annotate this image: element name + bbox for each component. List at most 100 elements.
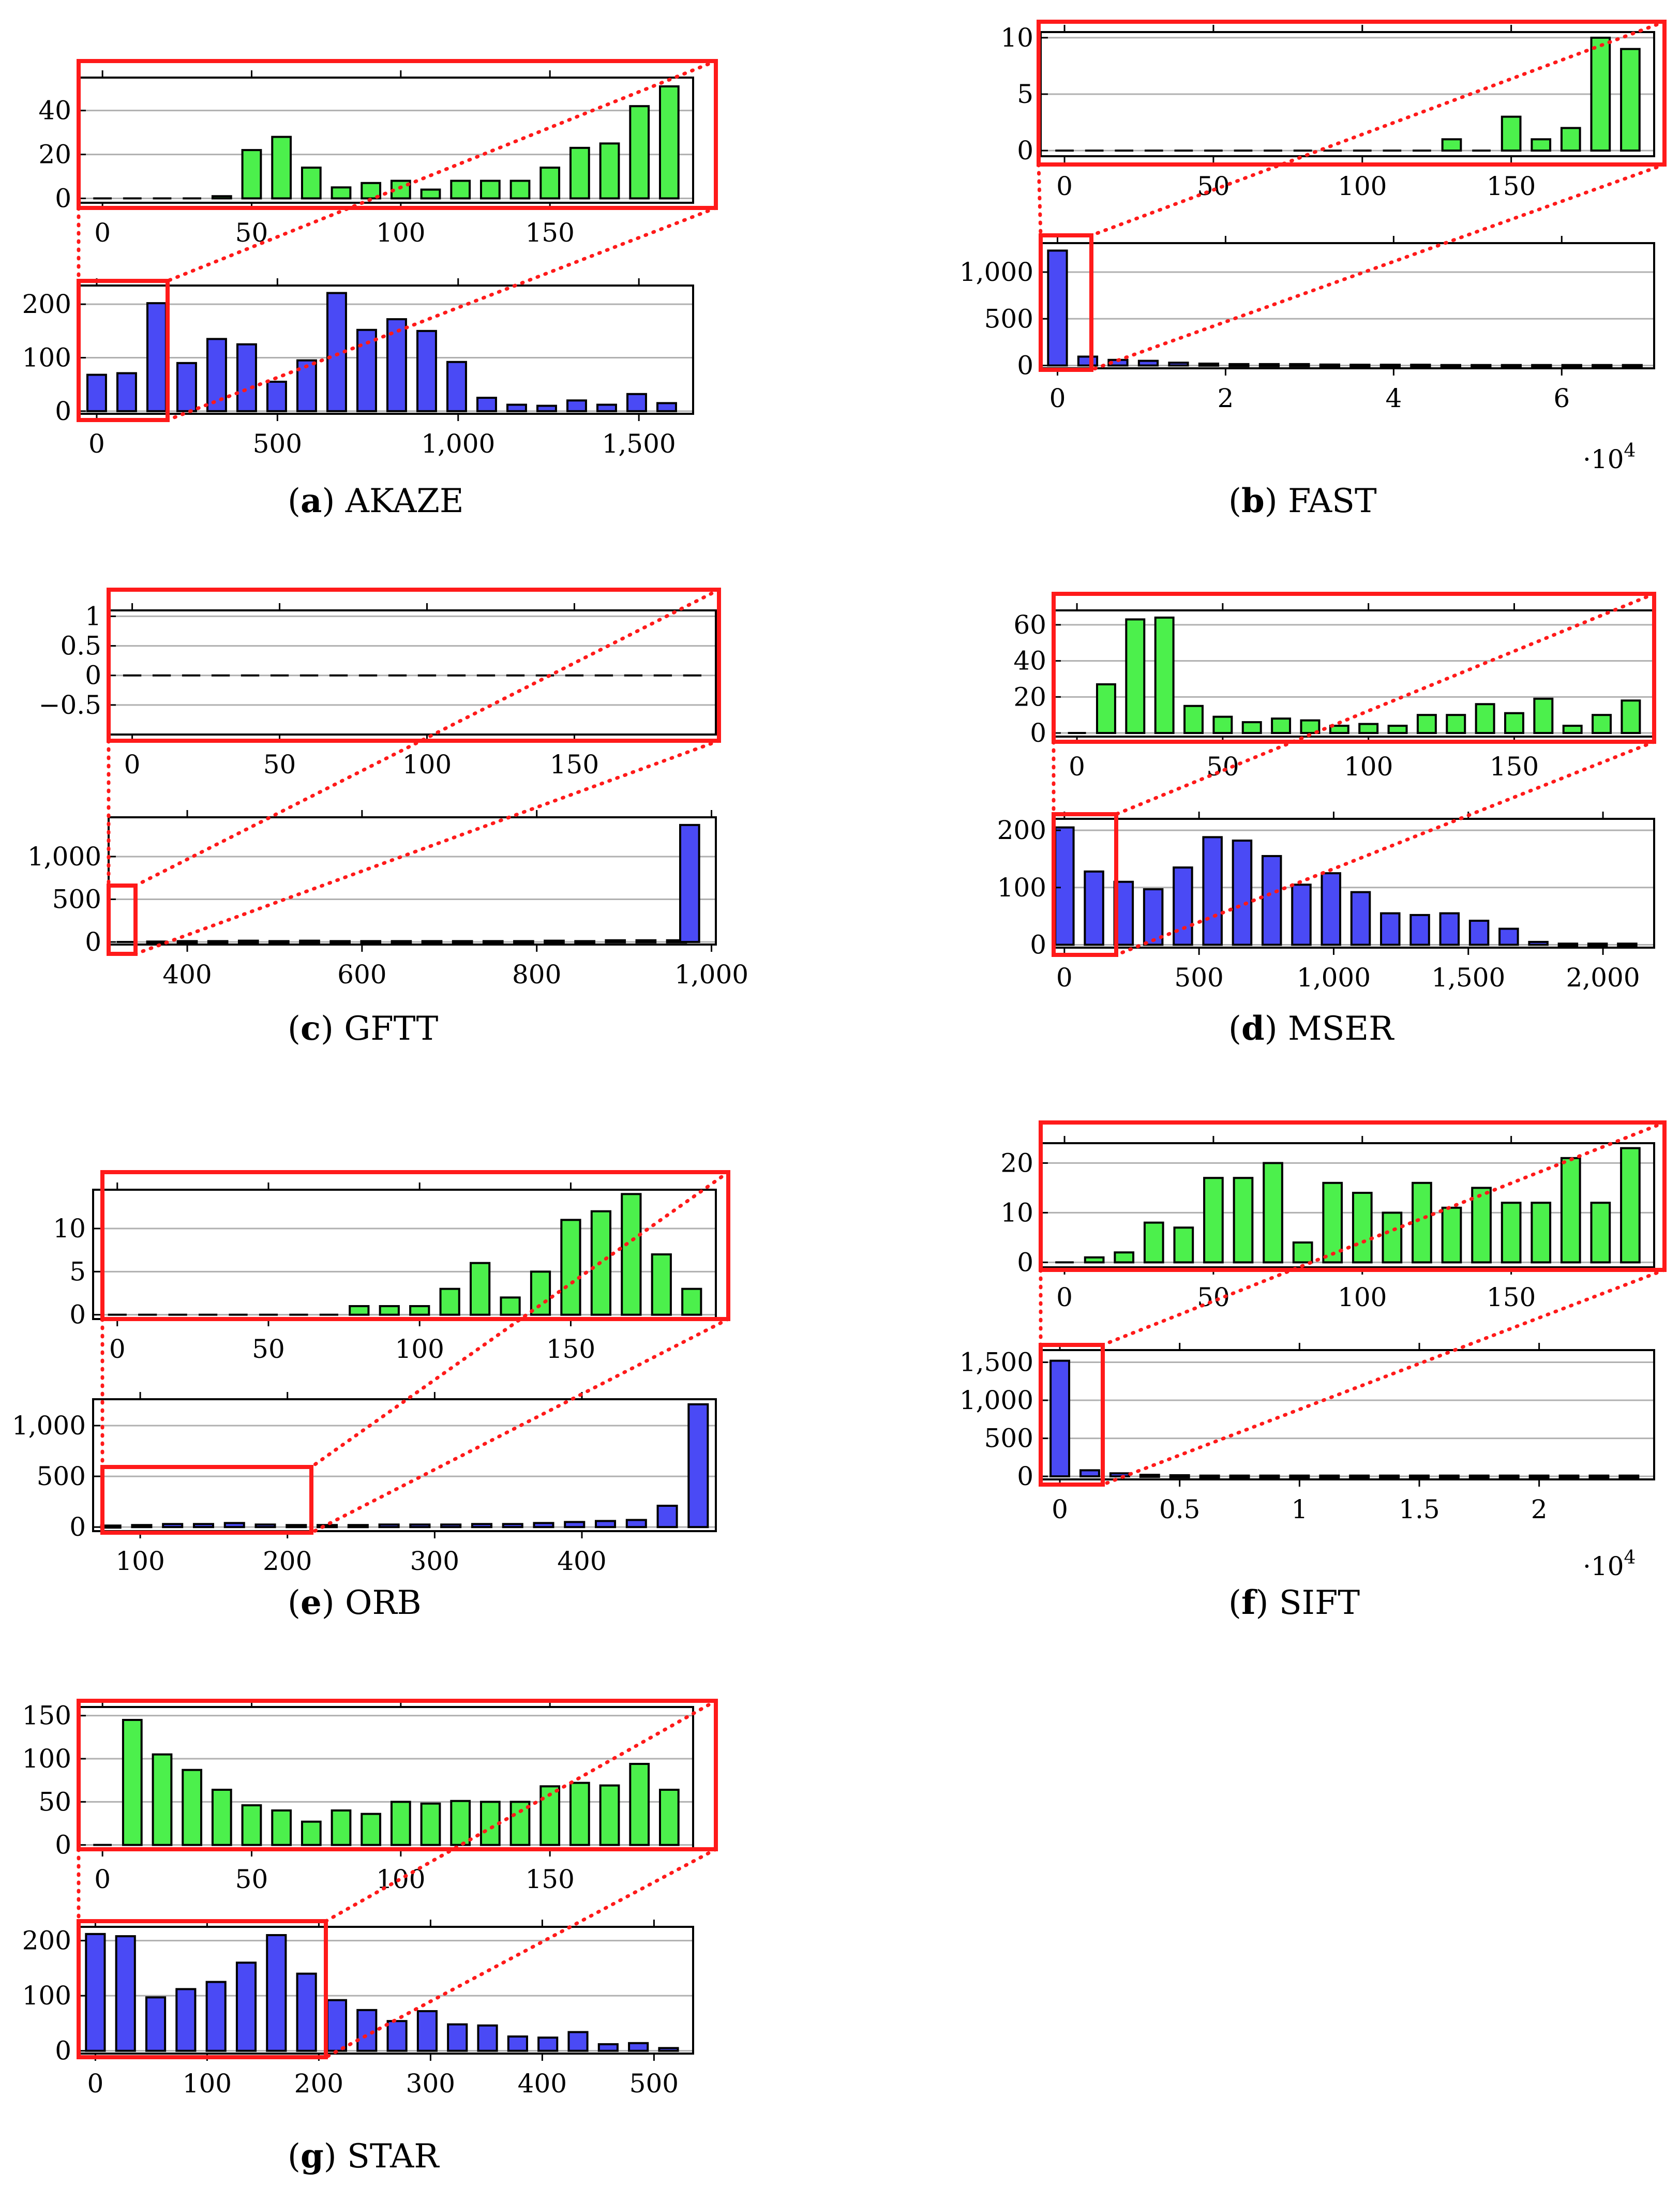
panel-d-full-xtick-label: 0 <box>1056 963 1073 993</box>
panel-f-full-bar <box>1468 1474 1490 1479</box>
panel-d-full-bar <box>1143 888 1164 946</box>
panel-b-full-bar <box>1561 364 1582 368</box>
panel-f-zoom-bar <box>1501 1202 1522 1264</box>
panel-f-zoom-bar <box>1441 1206 1462 1264</box>
panel-g-full-bar <box>628 2042 649 2052</box>
panel-a-zoom-xtick-label: 150 <box>525 218 574 248</box>
panel-g-zoom-xtick-label: 50 <box>235 1864 268 1894</box>
panel-c-full-ytick-label: 500 <box>52 884 101 914</box>
panel-a-full-ytick-label: 100 <box>22 343 71 373</box>
panel-a-full-bar <box>236 343 257 412</box>
panel-b-zoom-xtick-label: 150 <box>1487 171 1536 201</box>
panel-b-connector-left <box>1037 162 1043 237</box>
panel-d-full-chart: 0 100 200 0 500 1,000 1,500 2,000 <box>997 812 1655 993</box>
panel-f-connector-bottom <box>1101 1268 1667 1487</box>
panel-a-zoom-bar <box>450 179 471 200</box>
panel-a-zoom-highlight-box <box>77 59 718 210</box>
panel-e-full-bar <box>131 1524 153 1529</box>
panel-a-full-bar <box>296 359 317 412</box>
panel-b-full-bar <box>1137 360 1159 367</box>
panel-g-zoom-xtick-label: 0 <box>94 1864 111 1894</box>
panel-d-full-bar <box>1291 884 1312 946</box>
panel-e-full-bar <box>317 1524 338 1529</box>
panel-a-full-chart: 0 100 200 0 500 1,000 1,500 <box>22 278 694 459</box>
panel-d-zoom-bar <box>1125 618 1146 735</box>
panel-a-zoom-bar <box>211 195 232 200</box>
panel-g-zoom-ytick-label: 0 <box>55 1830 71 1860</box>
panel-c-zoom-xtick-label: 100 <box>402 750 452 780</box>
panel-d-caption: (d) MSER <box>1228 1009 1394 1048</box>
panel-g-full-ytick-label: 100 <box>22 1981 71 2011</box>
panel-a-full-bar <box>446 361 467 412</box>
panel-c-zoom-xtick-label: 50 <box>263 750 296 780</box>
panel-c-full-bar <box>513 940 534 945</box>
panel-f-full-bar <box>1139 1474 1160 1478</box>
panel-b-zoom-highlight-box <box>1037 20 1667 167</box>
panel-g-caption-letter: g <box>301 2137 324 2176</box>
panel-c-zoom-ytick-label: 0.5 <box>60 631 101 661</box>
panel-a-caption-name: AKAZE <box>345 482 464 520</box>
panel-g-full-bar <box>356 2009 378 2052</box>
panel-c-full-bar <box>207 940 229 945</box>
panel-d-zoom-ytick-label: 20 <box>1013 682 1046 712</box>
panel-g-full-bar <box>386 2020 408 2052</box>
panel-a-zoom-bar <box>420 188 441 200</box>
panel-e-full-bar <box>286 1524 307 1529</box>
panel-f-zoom-xtick-label: 100 <box>1338 1282 1387 1312</box>
panel-c-full-bar <box>268 940 290 945</box>
panel-b-zoom-bar <box>1620 48 1641 152</box>
panel-g-full-xtick-label: 0 <box>87 2069 103 2099</box>
panel-a-full-xtick-label: 1,000 <box>421 429 495 459</box>
panel-c-zoom-ytick-label: 1 <box>85 601 101 631</box>
panel-g-full-chart: 0 100 200 0 100 200 300 400 500 <box>22 1920 694 2099</box>
panel-g-zoom-bar <box>450 1800 471 1846</box>
panel-c-zoom-chart: −0.500.510 50 100 150 <box>39 601 717 780</box>
panel-c-full-ytick-label: 0 <box>85 927 101 957</box>
panel-b-full-ytick-label: 0 <box>1017 351 1033 381</box>
panel-e-zoom-bar <box>621 1193 642 1316</box>
panel-c-full-xtick-label: 800 <box>512 960 561 990</box>
panel-f-zoom-xtick-label: 0 <box>1056 1282 1073 1312</box>
panel-a-full-bar <box>206 338 227 412</box>
panel-g-full-bar <box>115 1935 136 2052</box>
panel-f-full-bar <box>1049 1359 1071 1478</box>
panel-b-full-bar <box>1349 364 1371 368</box>
panel-b-x-multiplier: ·104 <box>1583 440 1636 474</box>
panel-c-full-bar <box>574 940 595 945</box>
panel-f-full-bar <box>1558 1474 1580 1479</box>
panel-b-full-xtick-label: 6 <box>1553 383 1570 413</box>
panel-b-caption-letter: b <box>1241 482 1265 520</box>
panel-a-full-xtick-label: 0 <box>88 429 105 459</box>
panel-a-full-ytick-label: 0 <box>55 396 71 426</box>
panel-f-zoom-bar <box>1471 1187 1492 1264</box>
panel-g-full-ytick-label: 0 <box>55 2036 71 2066</box>
panel-e-zoom-bar <box>469 1262 491 1316</box>
panel-g-zoom-bar <box>152 1753 173 1846</box>
panel-d-zoom-bar <box>1416 714 1437 735</box>
panel-e-caption: (e) ORB <box>288 1583 422 1622</box>
panel-g-connector-bottom <box>324 1847 718 2059</box>
panel-d-caption-name: MSER <box>1288 1010 1394 1048</box>
panel-c-full-bar <box>544 939 565 944</box>
panel-f-zoom-bar <box>1173 1226 1194 1264</box>
panel-g-zoom-bar <box>122 1719 143 1846</box>
panel-g-zoom-highlight-box <box>77 1699 718 1851</box>
panel-a-connector-bottom <box>166 206 718 422</box>
panel-f-full-chart: 0 500 1,000 1,500 0 0.5 1 1.5 2 <box>959 1343 1655 1524</box>
panel-e-full-bar <box>347 1524 369 1529</box>
panel-a-full-xtick-label: 500 <box>253 429 302 459</box>
panel-d-full-bar <box>1468 919 1490 946</box>
panel-f-full-xtick-label: 1.5 <box>1399 1494 1440 1524</box>
panel-g-full-bar <box>447 2023 468 2052</box>
panel-d-full-bar <box>1439 912 1460 946</box>
panel-f-full-bar <box>1618 1474 1640 1479</box>
panel-g-zoom-bar <box>271 1809 292 1846</box>
panel-b-full-xtick-label: 4 <box>1385 383 1402 413</box>
panel-c-full-bar <box>146 940 168 945</box>
panel-a-full-bar <box>86 373 107 412</box>
panel-c-caption-letter: c <box>301 1009 321 1048</box>
panel-d-zoom-xtick-label: 0 <box>1069 752 1085 782</box>
panel-c-full-bar <box>299 939 320 944</box>
